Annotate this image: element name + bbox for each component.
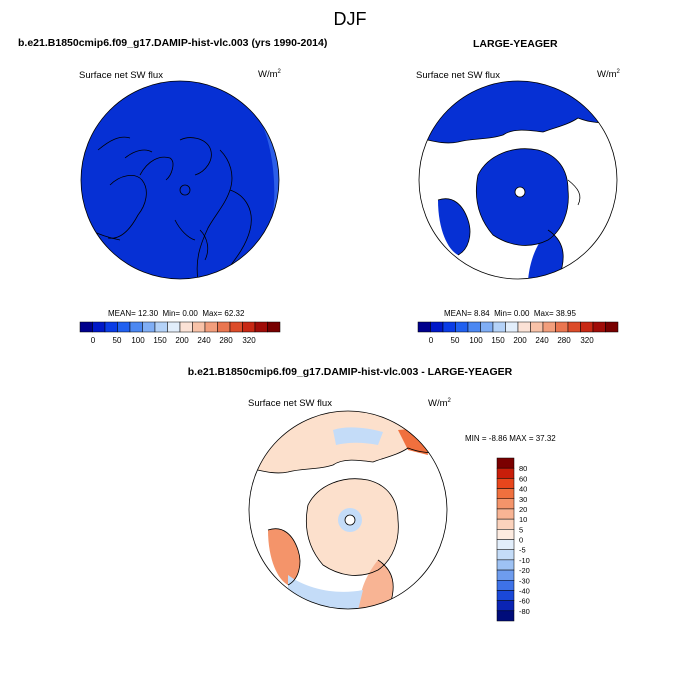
right-colorbar-tick-label: 280 <box>557 336 571 345</box>
right-colorbar-swatch <box>480 321 494 333</box>
right-colorbar-tick-label: 100 <box>469 336 483 345</box>
right-variable-label: Surface net SW flux <box>416 70 500 81</box>
left-colorbar-swatch <box>79 321 93 333</box>
diff-colorbar-swatch <box>496 518 515 530</box>
diff-colorbar-swatch <box>496 508 515 520</box>
diff-units-label: W/m2 <box>428 398 451 410</box>
left-colorbar-tick-label: 240 <box>197 336 211 345</box>
left-colorbar-tick-label: 0 <box>91 336 96 345</box>
diff-colorbar-tick-label: 60 <box>519 474 527 483</box>
diff-colorbar-swatch <box>496 590 515 601</box>
left-colorbar-swatch <box>242 321 256 333</box>
left-colorbar-swatch <box>204 321 218 333</box>
left-colorbar-swatch <box>117 321 131 333</box>
left-polar-map <box>80 80 280 280</box>
right-polar-map <box>418 80 618 280</box>
diff-colorbar-tick-label: -20 <box>519 566 530 575</box>
diff-colorbar-tick-label: 10 <box>519 515 527 524</box>
right-units-label: W/m2 <box>597 69 620 81</box>
right-colorbar-tick-label: 200 <box>513 336 527 345</box>
left-colorbar-tick-label: 150 <box>153 336 167 345</box>
diff-colorbar-tick-label: 20 <box>519 505 527 514</box>
left-stats: MEAN= 12.30 Min= 0.00 Max= 62.32 <box>108 309 245 318</box>
left-panel-title: b.e21.B1850cmip6.f09_g17.DAMIP-hist-vlc.… <box>18 37 328 49</box>
left-colorbar-swatch <box>179 321 193 333</box>
right-colorbar-swatch <box>442 321 456 333</box>
left-colorbar-tick-label: 50 <box>113 336 122 345</box>
right-colorbar-tick-label: 240 <box>535 336 549 345</box>
diff-colorbar-tick-label: 30 <box>519 495 527 504</box>
left-colorbar-swatch <box>129 321 143 333</box>
right-colorbar-swatch <box>467 321 481 333</box>
right-colorbar-swatch <box>517 321 531 333</box>
right-colorbar-swatch <box>542 321 556 333</box>
diff-colorbar-swatch <box>496 457 515 469</box>
diff-colorbar-swatch <box>496 569 515 581</box>
left-colorbar-tick-label: 280 <box>219 336 233 345</box>
diff-panel-title: b.e21.B1850cmip6.f09_g17.DAMIP-hist-vlc.… <box>187 366 513 378</box>
diff-colorbar-swatch <box>496 498 515 510</box>
right-colorbar-swatch <box>567 321 581 333</box>
figure-title: DJF <box>333 9 367 29</box>
right-colorbar-swatch <box>592 321 606 333</box>
diff-colorbar-swatch <box>496 529 515 540</box>
diff-colorbar-swatch <box>496 580 515 591</box>
diff-colorbar-swatch <box>496 549 515 561</box>
diff-colorbar-swatch <box>496 488 515 499</box>
diff-colorbar-tick-label: -5 <box>519 546 526 555</box>
right-colorbar-swatch <box>455 321 469 333</box>
diff-colorbar-tick-label: -10 <box>519 556 530 565</box>
left-colorbar-swatch <box>154 321 168 333</box>
diff-colorbar-tick-label: 5 <box>519 525 523 534</box>
left-colorbar-swatch <box>217 321 231 333</box>
diff-colorbar-tick-label: -30 <box>519 576 530 585</box>
diff-colorbar-swatch <box>496 478 515 489</box>
diff-colorbar-tick-label: 0 <box>519 536 523 545</box>
left-colorbar-tick-label: 320 <box>242 336 256 345</box>
left-colorbar: 0 50 100 150 200 240 280 320 <box>79 321 281 345</box>
right-colorbar: 0 50 100 150 200 240 280 320 <box>417 321 619 345</box>
diff-colorbar-tick-label: 80 <box>519 464 527 473</box>
diff-colorbar-swatch <box>496 600 515 612</box>
right-panel-title: LARGE-YEAGER <box>473 38 558 50</box>
diff-colorbar-tick-label: 40 <box>519 485 527 494</box>
diff-colorbar-tick-label: -60 <box>519 597 530 606</box>
diff-stats: MIN = -8.86 MAX = 37.32 <box>465 434 556 443</box>
right-colorbar-tick-label: 150 <box>491 336 505 345</box>
left-units-label: W/m2 <box>258 69 281 81</box>
right-colorbar-tick-label: 50 <box>451 336 460 345</box>
diff-colorbar-swatch <box>496 467 515 479</box>
left-colorbar-tick-label: 200 <box>175 336 189 345</box>
left-colorbar-swatch <box>104 321 118 333</box>
right-colorbar-swatch <box>555 321 569 333</box>
left-colorbar-swatch <box>267 321 281 333</box>
right-colorbar-swatch <box>417 321 431 333</box>
left-variable-label: Surface net SW flux <box>79 70 163 81</box>
diff-colorbar-swatch <box>496 559 515 571</box>
left-colorbar-swatch <box>92 321 106 333</box>
diff-variable-label: Surface net SW flux <box>248 398 332 409</box>
right-colorbar-tick-label: 320 <box>580 336 594 345</box>
left-colorbar-swatch <box>229 321 243 333</box>
diff-colorbar-swatch <box>496 539 515 550</box>
diff-colorbar-swatch <box>496 610 515 622</box>
left-colorbar-swatch <box>167 321 181 333</box>
diff-polar-map <box>248 410 448 610</box>
right-colorbar-swatch <box>605 321 619 333</box>
left-colorbar-swatch <box>192 321 206 333</box>
right-colorbar-swatch <box>505 321 519 333</box>
right-colorbar-swatch <box>580 321 594 333</box>
right-stats: MEAN= 8.84 Min= 0.00 Max= 38.95 <box>444 309 576 318</box>
right-colorbar-swatch <box>430 321 444 333</box>
left-colorbar-tick-label: 100 <box>131 336 145 345</box>
right-colorbar-swatch <box>492 321 506 333</box>
diff-colorbar-tick-label: -40 <box>519 586 530 595</box>
left-colorbar-swatch <box>254 321 268 333</box>
left-colorbar-swatch <box>142 321 156 333</box>
diff-colorbar-tick-label: -80 <box>519 607 530 616</box>
right-colorbar-swatch <box>530 321 544 333</box>
right-colorbar-tick-label: 0 <box>429 336 434 345</box>
